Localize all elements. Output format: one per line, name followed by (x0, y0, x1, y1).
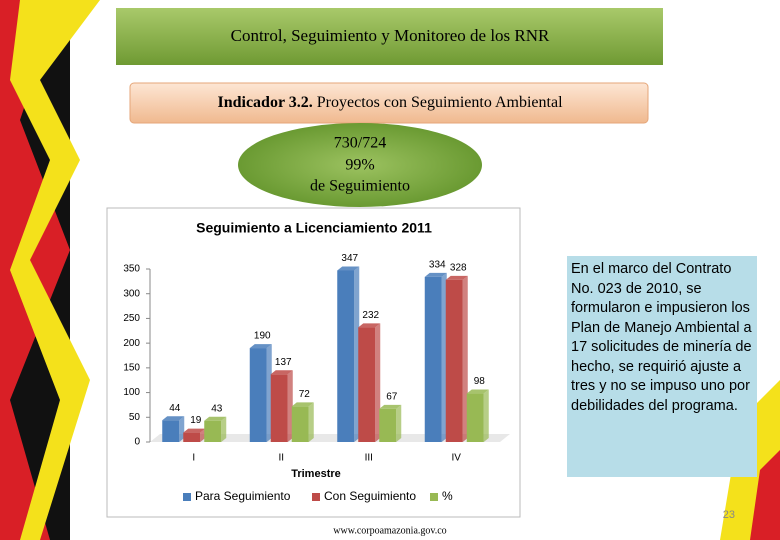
y-tick-label: 250 (123, 313, 140, 324)
indicator: Indicador 3.2. Proyectos con Seguimiento… (217, 94, 563, 111)
bar (183, 432, 201, 442)
bar (249, 348, 267, 442)
bar-top (358, 323, 381, 328)
y-tick-label: 0 (134, 437, 140, 448)
y-tick-label: 300 (123, 288, 140, 299)
y-tick-label: 350 (123, 264, 140, 275)
x-tick-label: III (365, 453, 373, 464)
indicator-label: Indicador 3.2. (217, 94, 312, 111)
y-tick-label: 100 (123, 387, 140, 398)
data-label: 72 (299, 389, 311, 400)
data-label: 334 (429, 260, 446, 271)
bar (445, 279, 463, 442)
data-label: 44 (169, 403, 181, 414)
indicator-text: Proyectos con Seguimiento Ambiental (317, 94, 563, 111)
header-box (116, 8, 663, 65)
legend-swatch (183, 493, 191, 501)
chart-title: Seguimiento a Licenciamiento 2011 (196, 220, 432, 236)
summary-ratio: 730/724 (334, 135, 386, 152)
legend-label: Con Seguimiento (324, 489, 416, 503)
data-label: 67 (386, 392, 398, 403)
bar-top (337, 266, 360, 271)
bar-top (162, 416, 185, 421)
data-label: 328 (450, 263, 467, 274)
bar-side (375, 323, 381, 442)
summary-percent: 99% (345, 157, 374, 174)
data-label: 137 (275, 357, 292, 368)
data-label: 43 (211, 403, 223, 414)
legend-label: Para Seguimiento (195, 489, 291, 503)
bar (204, 420, 222, 442)
bar (424, 276, 442, 442)
data-label: 347 (341, 253, 358, 264)
data-label: 190 (254, 331, 271, 342)
bar (337, 270, 355, 442)
x-axis-title: Trimestre (291, 468, 341, 480)
bar (291, 406, 309, 442)
summary-ellipse (238, 123, 482, 207)
y-tick-label: 150 (123, 362, 140, 373)
bar (358, 327, 376, 442)
y-tick-label: 200 (123, 338, 140, 349)
bar-top (291, 402, 314, 407)
legend-swatch (312, 493, 320, 501)
bar (162, 420, 180, 442)
data-label: 19 (190, 415, 202, 426)
bar-top (249, 344, 272, 349)
bar-side (200, 428, 206, 442)
bar (379, 408, 397, 442)
bar-top (445, 275, 468, 280)
bar-side (179, 416, 185, 442)
bar-top (379, 404, 402, 409)
header-title: Control, Seguimiento y Monitoreo de los … (231, 26, 550, 45)
bar-side (462, 275, 468, 442)
page-number: 23 (723, 509, 735, 521)
note: En el marco del Contrato No. 023 de 2010… (567, 256, 757, 477)
data-label: 232 (362, 310, 379, 321)
data-label: 98 (474, 376, 486, 387)
bar-side (287, 370, 293, 442)
bar-top (183, 428, 206, 433)
bar-top (424, 272, 447, 277)
bar (270, 374, 288, 442)
summary-caption: de Seguimiento (310, 178, 410, 195)
legend-swatch (430, 493, 438, 501)
indicator-box (129, 82, 649, 124)
bar-side (483, 389, 489, 442)
bar-side (308, 402, 314, 442)
x-tick-label: II (278, 453, 284, 464)
x-tick-label: I (192, 453, 195, 464)
x-tick-label: IV (452, 453, 462, 464)
plot: 0 50 100 150 200 250 300 350 I 44 19 43 II 190 137 72 II… (123, 253, 510, 503)
footer: www.corpoamazonia.gov.co (333, 525, 446, 536)
bar-top (204, 416, 227, 421)
legend-label: % (442, 489, 453, 503)
floor (150, 434, 510, 442)
bar-side (396, 404, 402, 442)
bar-side (354, 266, 360, 442)
bar-top (270, 370, 293, 375)
bar-side (441, 272, 447, 442)
bar-side (266, 344, 272, 442)
bar-top (466, 389, 489, 394)
y-tick-label: 50 (129, 412, 141, 423)
bar-side (221, 416, 227, 442)
bar (466, 393, 484, 442)
